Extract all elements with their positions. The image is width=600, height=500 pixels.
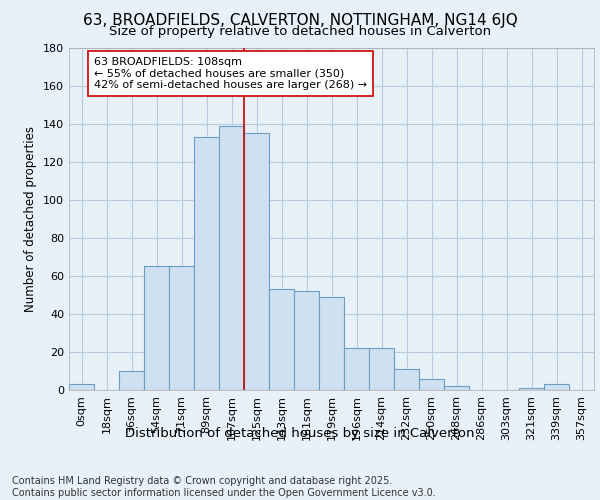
Text: 63, BROADFIELDS, CALVERTON, NOTTINGHAM, NG14 6JQ: 63, BROADFIELDS, CALVERTON, NOTTINGHAM, … [83, 12, 517, 28]
Bar [344, 348, 369, 390]
Text: Distribution of detached houses by size in Calverton: Distribution of detached houses by size … [125, 428, 475, 440]
Bar [269, 289, 294, 390]
Bar [169, 266, 194, 390]
Bar [444, 386, 469, 390]
Bar [394, 369, 419, 390]
Bar [294, 291, 319, 390]
Bar [194, 137, 219, 390]
Bar [219, 126, 244, 390]
Bar [119, 371, 144, 390]
Bar [369, 348, 394, 390]
Bar [544, 384, 569, 390]
Text: Contains HM Land Registry data © Crown copyright and database right 2025.
Contai: Contains HM Land Registry data © Crown c… [12, 476, 436, 498]
Text: 63 BROADFIELDS: 108sqm
← 55% of detached houses are smaller (350)
42% of semi-de: 63 BROADFIELDS: 108sqm ← 55% of detached… [94, 57, 367, 90]
Text: Size of property relative to detached houses in Calverton: Size of property relative to detached ho… [109, 25, 491, 38]
Bar [419, 378, 444, 390]
Bar [519, 388, 544, 390]
Y-axis label: Number of detached properties: Number of detached properties [25, 126, 37, 312]
Bar [319, 297, 344, 390]
Bar [144, 266, 169, 390]
Bar [69, 384, 94, 390]
Bar [244, 133, 269, 390]
